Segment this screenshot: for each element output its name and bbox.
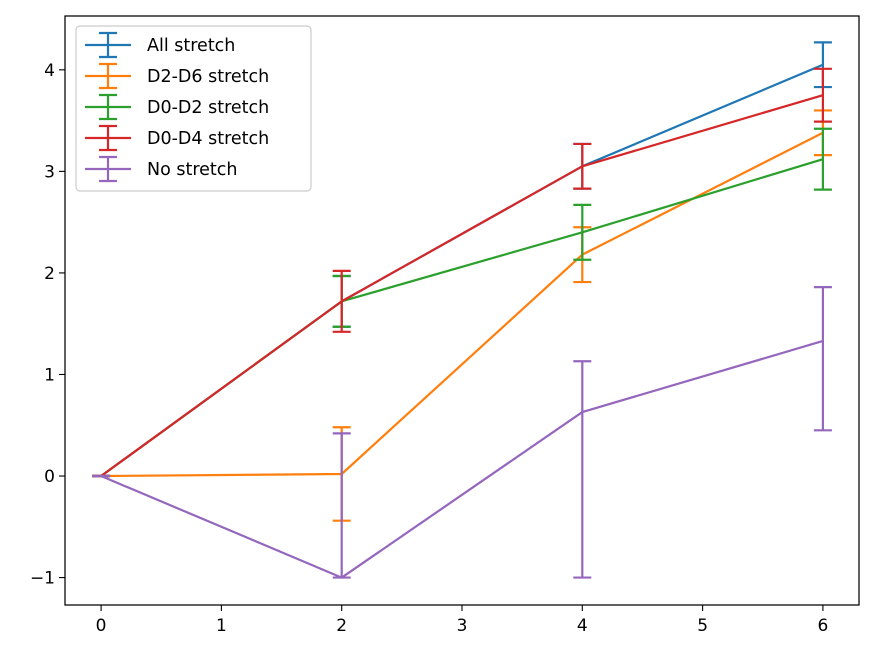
error-bar [813,286,832,432]
series-line [100,94,824,477]
series-layer [92,41,832,579]
y-tick-label: 1 [44,365,55,385]
y-tick-label: 3 [44,162,55,182]
x-tick-label: 3 [457,616,468,636]
legend-label: No stretch [147,160,238,180]
error-bar [813,67,832,123]
legend-label: All stretch [147,36,235,56]
error-bar [573,360,592,579]
x-tick-label: 2 [336,616,347,636]
legend-box [75,25,312,192]
legend-item: D2-D6 stretch [85,62,269,90]
legend-item: No stretch [85,155,238,183]
y-tick-label: −1 [30,569,55,589]
error-bar [573,142,592,190]
legend-label: D0-D4 stretch [147,129,269,149]
x-tick-label: 4 [577,616,588,636]
legend-label: D0-D2 stretch [147,98,269,118]
x-tick-label: 1 [216,616,227,636]
error-bar [573,203,592,261]
legend-item: D0-D2 stretch [85,93,269,121]
y-tick-label: 2 [44,264,55,284]
legend-item: D0-D4 stretch [85,124,269,152]
error-bar [332,432,351,579]
series-line [101,131,824,478]
y-tick-label: 0 [44,467,55,487]
x-tick-label: 0 [96,616,107,636]
error-bar [332,269,351,333]
x-tick-label: 5 [697,616,708,636]
x-tick-label: 6 [817,616,828,636]
y-tick-label: 4 [44,61,55,81]
series-4 [92,286,832,579]
legend-label: D2-D6 stretch [147,67,269,87]
series-line [100,339,824,579]
legend-item: All stretch [85,31,235,59]
ticks-layer: 0 1 2 3 4 5 6 −1 0 1 2 3 4 [30,61,828,636]
legend: All stretch D2-D6 stretch D0-D2 stretch D0-… [75,25,312,192]
error-bar [813,127,832,191]
